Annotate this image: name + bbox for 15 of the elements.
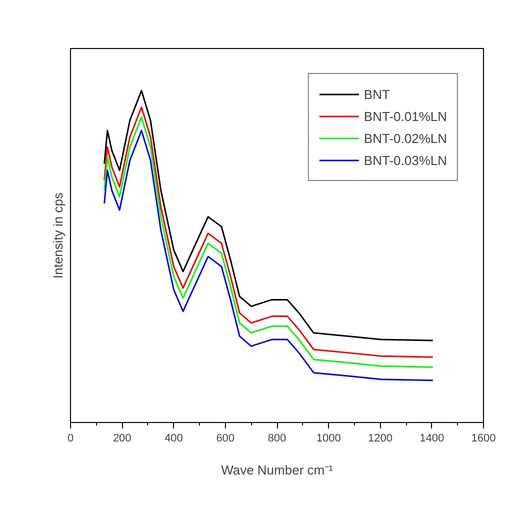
x-tick-label: 0 xyxy=(67,432,74,444)
x-tick-label: 400 xyxy=(164,432,183,444)
x-tick-label: 1400 xyxy=(420,432,444,444)
x-tick-label: 200 xyxy=(112,432,132,444)
x-tick-label: 1200 xyxy=(368,432,392,444)
legend-label: BNT-0.02%LN xyxy=(364,130,447,146)
legend-label: BNT-0.01%LN xyxy=(364,108,447,124)
x-tick-label: 800 xyxy=(268,432,286,444)
x-tick-label: 600 xyxy=(216,432,235,444)
y-axis-title: Intensity in cps xyxy=(50,192,66,278)
legend-label: BNT xyxy=(364,86,390,102)
x-tick-label: 1000 xyxy=(316,432,341,444)
x-tick-label: 1600 xyxy=(471,432,496,444)
x-axis-title: Wave Number cm⁻¹ xyxy=(221,462,334,478)
legend-label: BNT-0.03%LN xyxy=(364,152,447,168)
